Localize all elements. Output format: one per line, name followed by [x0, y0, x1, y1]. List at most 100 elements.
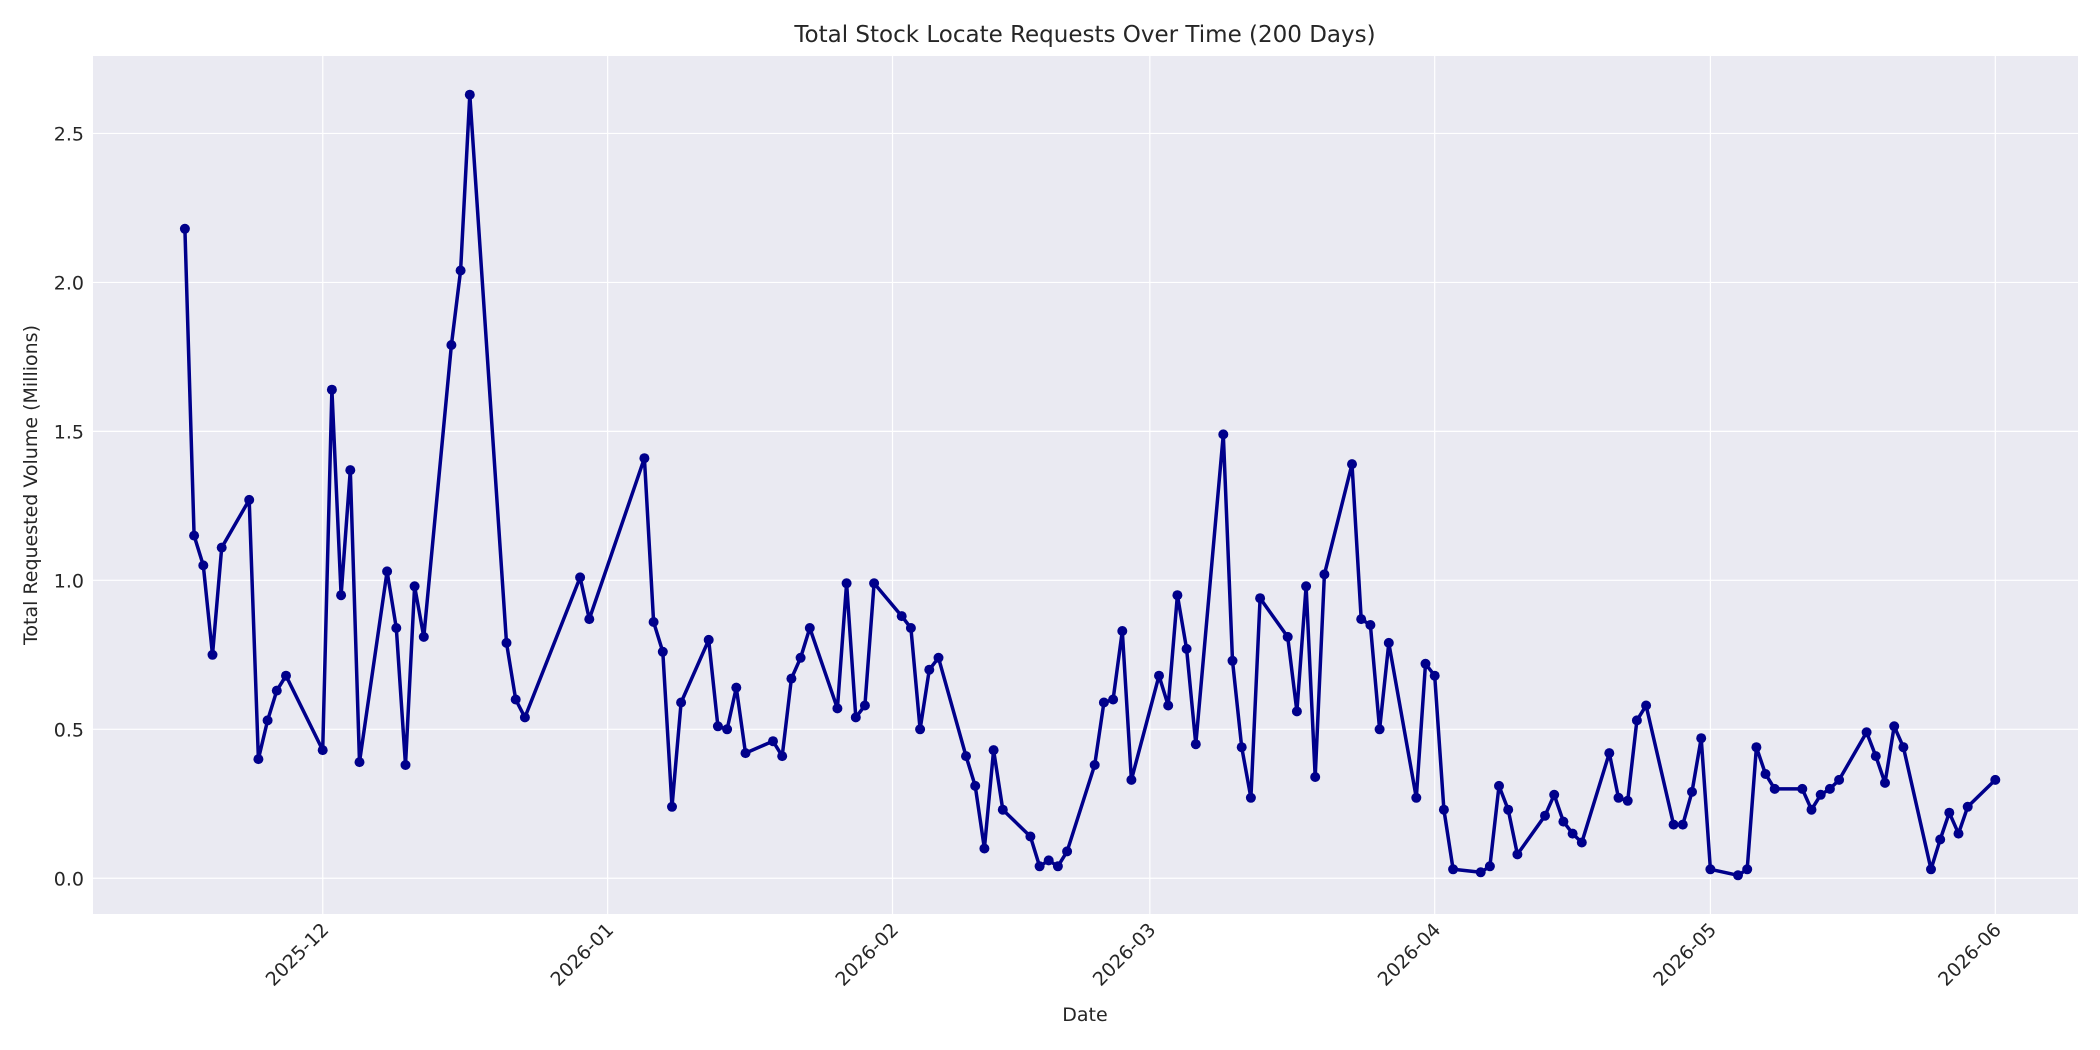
data-point	[1310, 772, 1321, 782]
data-point	[1448, 864, 1459, 875]
data-point	[326, 384, 337, 395]
data-point	[1705, 864, 1716, 875]
data-point	[1181, 643, 1192, 654]
data-point	[639, 453, 650, 464]
data-point	[1154, 670, 1164, 681]
data-point	[1411, 792, 1422, 803]
data-point	[1631, 715, 1642, 726]
data-point	[281, 670, 291, 681]
data-point	[1696, 733, 1707, 744]
data-point	[786, 673, 797, 684]
data-point	[1089, 760, 1100, 770]
data-point	[1172, 590, 1183, 601]
data-point	[1668, 819, 1679, 830]
data-point	[1604, 748, 1615, 759]
data-point	[418, 631, 429, 642]
data-point	[409, 581, 420, 592]
data-point	[575, 572, 586, 583]
data-point	[1245, 792, 1256, 803]
x-tick-label: 2026-06	[1934, 919, 2006, 991]
data-point	[1475, 867, 1486, 878]
y-axis-ticks: 0.0 0.5 1.0 1.5 2.0 2.5	[54, 123, 84, 890]
y-tick-label: 1.0	[54, 570, 84, 592]
data-point	[768, 736, 778, 747]
data-point	[722, 724, 733, 735]
x-tick-label: 2026-03	[1089, 919, 1161, 991]
data-point	[1733, 870, 1743, 881]
data-point	[262, 715, 273, 726]
data-point	[841, 578, 852, 589]
data-point	[354, 757, 365, 768]
data-point	[1815, 789, 1826, 800]
data-point	[317, 745, 328, 756]
plot-background	[93, 56, 2078, 914]
data-point	[1319, 569, 1330, 580]
data-point	[859, 700, 870, 711]
data-point	[1218, 429, 1229, 440]
data-point	[869, 578, 880, 589]
data-point	[740, 748, 751, 759]
data-point	[1484, 861, 1495, 872]
data-point	[1558, 816, 1569, 827]
x-tick-label: 2026-04	[1374, 919, 1446, 991]
data-point	[970, 780, 981, 791]
data-point	[1347, 459, 1357, 470]
data-point	[207, 649, 218, 660]
data-point	[271, 685, 282, 696]
data-point	[1052, 861, 1063, 872]
data-point	[1760, 769, 1771, 779]
chart-title: Total Stock Locate Requests Over Time (2…	[793, 22, 1375, 48]
data-point	[510, 694, 521, 705]
data-point	[667, 801, 677, 812]
data-point	[1769, 783, 1780, 794]
x-tick-label: 2025-12	[262, 919, 334, 991]
data-point	[519, 712, 530, 723]
data-point	[795, 652, 806, 663]
data-point	[1117, 626, 1128, 636]
data-point	[832, 703, 843, 714]
data-point	[455, 265, 466, 276]
data-point	[1236, 742, 1247, 753]
data-point	[244, 494, 255, 505]
data-point	[1512, 849, 1523, 860]
data-point	[1062, 846, 1073, 857]
data-point	[1677, 819, 1688, 830]
data-point	[1797, 783, 1808, 794]
data-point	[1227, 655, 1238, 666]
x-tick-label: 2026-01	[546, 919, 618, 991]
data-point	[896, 611, 907, 622]
data-point	[1889, 721, 1900, 732]
data-point	[391, 623, 402, 633]
data-point	[1622, 795, 1633, 806]
data-point	[997, 804, 1008, 815]
data-point	[850, 712, 861, 723]
data-point	[1438, 804, 1449, 815]
data-point	[1108, 694, 1119, 705]
y-tick-label: 1.5	[54, 421, 84, 443]
data-point	[1282, 631, 1293, 642]
data-point	[915, 724, 926, 735]
data-point	[804, 623, 815, 633]
data-point	[1944, 807, 1955, 818]
data-point	[979, 843, 990, 854]
data-point	[988, 745, 999, 756]
data-point	[1034, 861, 1045, 872]
data-point	[198, 560, 209, 571]
data-point	[1356, 614, 1367, 625]
data-point	[712, 721, 723, 732]
data-point	[584, 614, 595, 625]
data-point	[1503, 804, 1514, 815]
data-point	[1742, 864, 1753, 875]
data-point	[1926, 864, 1936, 875]
data-point	[464, 89, 475, 100]
data-point	[345, 465, 356, 476]
data-point	[336, 590, 347, 601]
data-point	[1540, 810, 1550, 821]
data-point	[933, 652, 944, 663]
data-point	[1641, 700, 1652, 711]
data-point	[1990, 774, 2001, 785]
data-point	[1567, 828, 1578, 839]
data-point	[1962, 801, 1973, 812]
data-point	[1898, 742, 1909, 753]
